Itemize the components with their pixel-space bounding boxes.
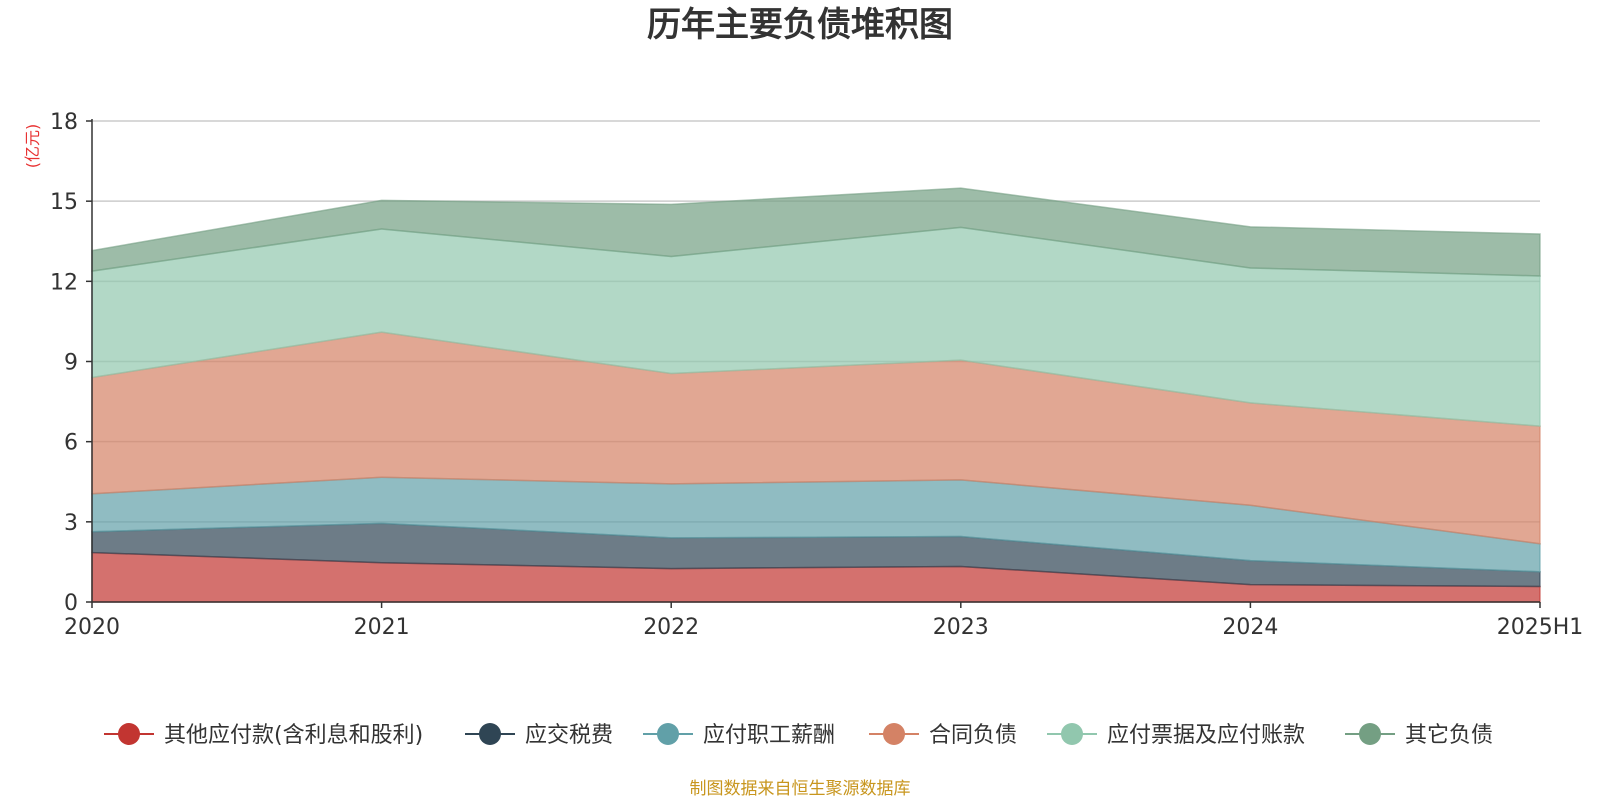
legend-label-1: 应交税费 [525,723,613,748]
y-tick-label-4: 12 [50,270,78,295]
legend-label-3: 合同负债 [929,723,1017,748]
y-tick-label-2: 6 [64,431,78,456]
y-tick-label-5: 15 [50,190,78,215]
axes: 0 3 6 9 12 15 18 2020 2021 2022 2023 2024 2025H1 [50,110,1583,640]
legend-item-4[interactable]: 应付票据及应付账款 [1047,723,1305,748]
y-tick-label-0: 0 [64,591,78,616]
chart-title: 历年主要负债堆积图 [647,5,953,45]
x-tick-label-1: 2021 [354,615,410,640]
y-axis-unit-label: (亿元) [23,124,42,169]
legend-label-2: 应付职工薪酬 [703,723,835,748]
x-tick-label-2: 2022 [643,615,699,640]
area-series-layer [91,187,1541,603]
legend-label-0: 其他应付款(含利息和股利) [164,723,423,748]
y-tick-label-1: 3 [64,511,78,536]
legend-label-4: 应付票据及应付账款 [1107,723,1305,748]
y-tick-label-6: 18 [50,110,78,135]
area-series-5 [91,187,1541,277]
legend-item-5[interactable]: 其它负债 [1345,723,1493,748]
legend-marker-4 [1061,723,1083,745]
x-tick-label-0: 2020 [64,615,120,640]
x-tick-label-4: 2024 [1222,615,1278,640]
legend-item-2[interactable]: 应付职工薪酬 [643,723,835,748]
legend-marker-2 [657,723,679,745]
legend-marker-5 [1359,723,1381,745]
legend-marker-0 [118,723,140,745]
legend-label-5: 其它负债 [1405,723,1493,748]
legend-marker-1 [479,723,501,745]
legend-marker-3 [883,723,905,745]
legend[interactable]: 其他应付款(含利息和股利) 应交税费 应付职工薪酬 合同负债 应付票据及应付账款 其它负债 [104,723,1493,748]
x-tick-label-3: 2023 [933,615,989,640]
legend-item-3[interactable]: 合同负债 [869,723,1017,748]
data-source-note: 制图数据来自恒生聚源数据库 [690,779,911,799]
legend-item-1[interactable]: 应交税费 [465,723,613,748]
x-tick-label-5: 2025H1 [1497,615,1584,640]
y-tick-label-3: 9 [64,351,78,376]
legend-item-0[interactable]: 其他应付款(含利息和股利) [104,723,423,748]
